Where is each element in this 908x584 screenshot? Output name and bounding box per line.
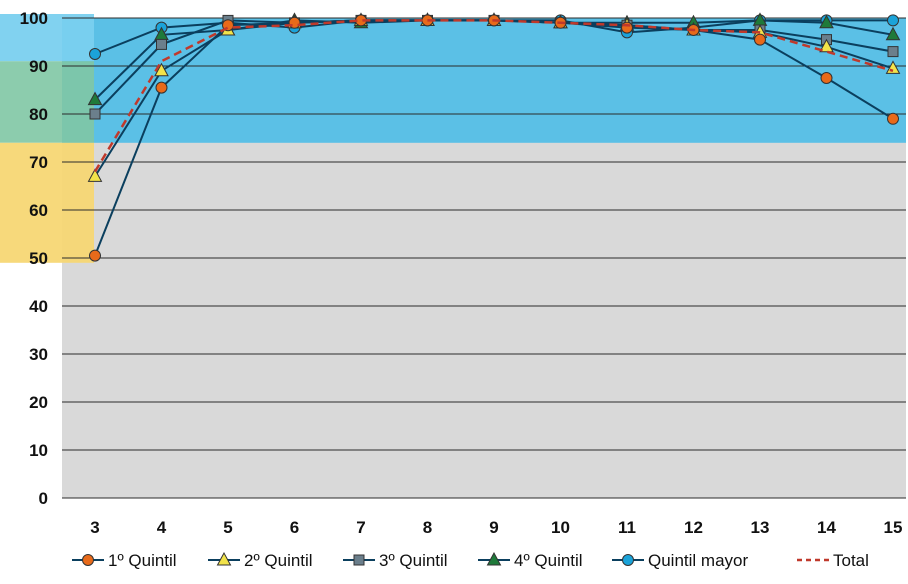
x-tick-label: 8 (423, 518, 432, 537)
data-point (156, 38, 167, 50)
data-point (155, 81, 168, 94)
legend-label: Total (833, 551, 869, 570)
legend-label: 1º Quintil (108, 551, 177, 570)
legend-marker (622, 554, 634, 566)
legend-marker (82, 554, 94, 566)
data-point (621, 21, 633, 34)
legend: 1º Quintil 2º Quintil 3º Quintil 4º Quintil… (72, 551, 869, 570)
x-tick-label: 9 (489, 518, 498, 537)
data-point (89, 48, 101, 60)
highlight-band-left-lower (0, 142, 94, 263)
data-point (288, 16, 301, 29)
data-point (89, 249, 101, 262)
legend-item: 3º Quintil (343, 551, 448, 570)
legend-label: Quintil mayor (648, 551, 748, 570)
series-line (93, 19, 894, 173)
legend-marker (486, 551, 502, 566)
legend-item: 1º Quintil (72, 551, 177, 570)
legend-label: 3º Quintil (379, 551, 448, 570)
data-point (154, 62, 169, 77)
legend-item: 4º Quintil (478, 551, 583, 570)
x-tick-label: 14 (817, 518, 836, 537)
x-tick-label: 6 (290, 518, 299, 537)
legend-item: Total (797, 551, 869, 570)
data-point (887, 46, 899, 58)
x-tick-label: 15 (884, 518, 903, 537)
data-point (87, 168, 103, 182)
y-tick-label: 60 (29, 201, 48, 220)
x-tick-label: 5 (223, 518, 232, 537)
legend-marker (353, 554, 365, 566)
legend-label: 2º Quintil (244, 551, 313, 570)
data-point (885, 26, 901, 41)
y-tick-label: 80 (29, 105, 48, 124)
legend-marker (216, 551, 232, 566)
data-point (819, 38, 834, 53)
y-tick-label: 90 (29, 57, 48, 76)
x-tick-label: 11 (618, 518, 636, 537)
y-tick-label: 70 (29, 153, 48, 172)
data-point (754, 33, 766, 46)
x-tick-label: 7 (356, 518, 365, 537)
y-tick-label: 10 (29, 441, 48, 460)
x-tick-label: 4 (157, 518, 167, 537)
y-tick-label: 100 (20, 9, 48, 28)
highlight-band-left-upper (0, 14, 94, 62)
data-point (87, 91, 103, 106)
legend-item: 2º Quintil (208, 551, 313, 570)
x-tick-label: 13 (751, 518, 770, 537)
y-tick-label: 20 (29, 393, 48, 412)
x-tick-label: 10 (551, 518, 570, 537)
y-tick-label: 0 (39, 489, 48, 508)
highlight-band-left-overlap (0, 61, 94, 143)
legend-label: 4º Quintil (514, 551, 583, 570)
y-tick-label: 30 (29, 345, 48, 364)
x-tick-label: 3 (90, 518, 99, 537)
data-point (820, 72, 833, 84)
series-6 (93, 19, 894, 173)
y-tick-label: 50 (29, 249, 48, 268)
data-point (887, 112, 899, 125)
x-tick-label: 12 (684, 518, 703, 537)
data-point (887, 14, 899, 27)
data-point (819, 14, 834, 29)
y-tick-label: 40 (29, 297, 48, 316)
data-point (89, 108, 101, 120)
legend-item: Quintil mayor (612, 551, 748, 570)
